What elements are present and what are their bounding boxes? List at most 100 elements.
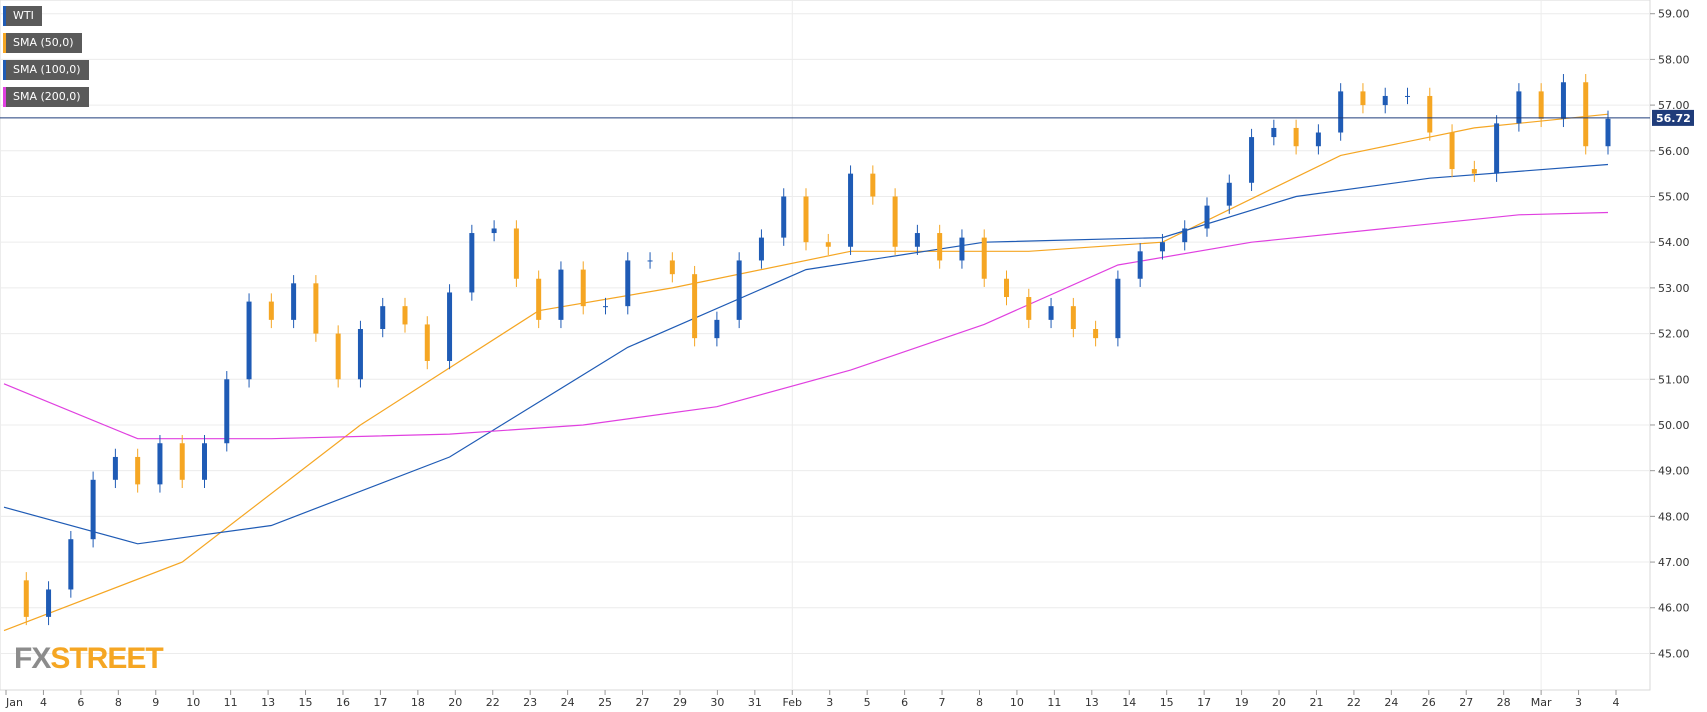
candle-body (491, 228, 497, 234)
x-tick-label: Feb (783, 696, 802, 709)
x-tick-label: 13 (261, 696, 275, 709)
y-tick-label: 53.00 (1658, 282, 1690, 295)
candle-body (781, 196, 787, 238)
candle-body (1204, 205, 1210, 229)
candle-body (424, 324, 430, 361)
candle-body (1137, 251, 1143, 279)
legend-item-sma-100[interactable]: SMA (100,0) (3, 60, 89, 80)
last-price-line: 56.72 (0, 109, 1694, 126)
x-tick-label: 23 (523, 696, 537, 709)
candle-body (558, 269, 564, 320)
candle-body (1382, 95, 1388, 106)
candle-body (758, 237, 764, 261)
x-tick-label: 26 (1422, 696, 1436, 709)
y-tick-label: 49.00 (1658, 465, 1690, 478)
legend-item-sma-50[interactable]: SMA (50,0) (3, 33, 82, 53)
y-tick-label: 47.00 (1658, 556, 1690, 569)
legend-swatch (3, 6, 6, 26)
legend-swatch (3, 33, 6, 53)
candle-body (580, 269, 586, 307)
candle-body (1605, 118, 1611, 147)
x-tick-label: 28 (1497, 696, 1511, 709)
candle-body (1449, 132, 1455, 170)
x-tick-label: 11 (1047, 696, 1061, 709)
candle-body (268, 301, 274, 320)
legend-swatch (3, 87, 6, 107)
y-tick-label: 54.00 (1658, 236, 1690, 249)
candle-body (1538, 91, 1544, 119)
candle-body (848, 173, 854, 247)
legend-label: SMA (200,0) (13, 90, 81, 103)
y-tick-label: 56.00 (1658, 145, 1690, 158)
x-tick-label: 6 (901, 696, 908, 709)
x-tick-label: 6 (77, 696, 84, 709)
candle-body (1182, 228, 1188, 243)
candle-body (1271, 127, 1277, 138)
candle-body (536, 278, 542, 320)
candle-body (870, 173, 876, 197)
candle-body (1471, 169, 1477, 174)
x-tick-label: 24 (561, 696, 575, 709)
x-tick-label: 11 (224, 696, 238, 709)
legend-swatch (3, 60, 6, 80)
x-tick-label: 21 (1309, 696, 1323, 709)
x-tick-label: 25 (598, 696, 612, 709)
y-tick-label: 45.00 (1658, 647, 1690, 660)
x-tick-label: 8 (115, 696, 122, 709)
candle-body (981, 237, 987, 279)
candle-body (647, 260, 653, 262)
x-tick-label: 14 (1122, 696, 1136, 709)
candle-body (1516, 91, 1522, 124)
candle-body (135, 456, 141, 485)
legend-item-sma-200[interactable]: SMA (200,0) (3, 87, 89, 107)
candle-body (1405, 95, 1410, 97)
candle-body (513, 228, 519, 279)
candle-body (914, 233, 920, 247)
candle-body (357, 329, 363, 380)
candle-body (714, 319, 720, 339)
x-tick-label: 31 (748, 696, 762, 709)
x-tick-label: 7 (939, 696, 946, 709)
candle-body (803, 196, 809, 243)
candle-body (1560, 82, 1566, 119)
candle-body (246, 301, 252, 380)
y-tick-label: 57.00 (1658, 99, 1690, 112)
x-tick-label: 15 (1160, 696, 1174, 709)
x-tick-label: 22 (1347, 696, 1361, 709)
x-tick-label: 8 (976, 696, 983, 709)
last-price-label: 56.72 (1656, 112, 1691, 125)
last-price-box (1652, 109, 1694, 126)
candle-body (1070, 306, 1076, 330)
y-tick-label: 59.00 (1658, 8, 1690, 21)
y-tick-label: 50.00 (1658, 419, 1690, 432)
candle-body (1048, 306, 1054, 320)
legend-label: SMA (100,0) (13, 63, 81, 76)
candle-body (469, 233, 475, 293)
candle-body (1360, 91, 1366, 106)
x-tick-label: 20 (1272, 696, 1286, 709)
candle-body (1427, 95, 1433, 133)
legend-label: SMA (50,0) (13, 36, 74, 49)
candle-body (68, 539, 74, 590)
candle-body (1293, 127, 1299, 147)
candle-body (1226, 182, 1232, 206)
x-tick-label: 18 (411, 696, 425, 709)
x-tick-label: 30 (710, 696, 724, 709)
x-tick-label: 5 (864, 696, 871, 709)
candle-body (313, 283, 319, 334)
x-tick-label: 17 (373, 696, 387, 709)
candle-body (1026, 297, 1032, 320)
y-tick-label: 46.00 (1658, 602, 1690, 615)
candle-body (736, 260, 742, 320)
candle-body (1315, 132, 1321, 147)
sma-line (3, 163, 1609, 545)
x-tick-label: 17 (1197, 696, 1211, 709)
y-axis: 45.00 46.00 47.00 48.00 49.00 50.00 51.00 52.00… (1650, 8, 1690, 660)
candle-body (224, 379, 230, 444)
fxstreet-logo: FXSTREET (14, 642, 164, 675)
candle-body (669, 260, 675, 275)
legend-item-wti[interactable]: WTI (3, 6, 42, 26)
candle-body (625, 260, 631, 307)
x-tick-label: 4 (40, 696, 47, 709)
